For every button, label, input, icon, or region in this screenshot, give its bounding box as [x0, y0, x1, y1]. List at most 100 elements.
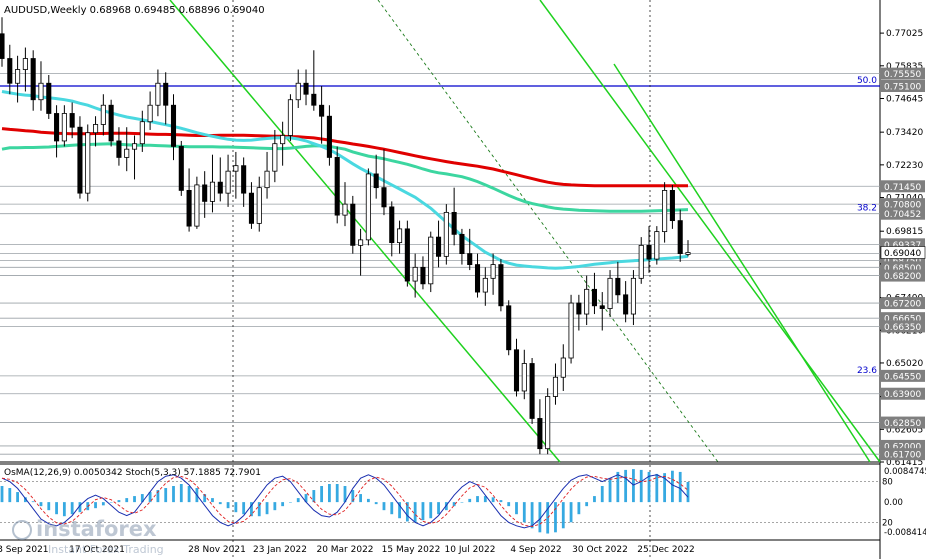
candle-body	[342, 203, 348, 216]
osma-bar	[55, 502, 58, 515]
candle-body	[568, 302, 574, 359]
osma-bar	[39, 502, 43, 507]
osma-bar	[491, 497, 495, 503]
osma-bar	[413, 502, 417, 523]
candle-body	[669, 190, 675, 222]
candle-body	[77, 126, 83, 194]
candle-body	[7, 58, 13, 84]
candle-body	[584, 288, 590, 315]
osma-bar	[468, 498, 472, 503]
price-tick-label: 0.75835	[886, 62, 923, 72]
osma-bar	[538, 502, 542, 533]
candle-body	[295, 82, 301, 101]
osma-max-label: 0.0084745	[884, 467, 926, 477]
trend-channels	[169, 0, 881, 463]
time-axis: 13 Sep 2021 17 Oct 2021 28 Nov 2021 23 Jan …	[0, 539, 880, 555]
candle-body	[646, 244, 652, 260]
candle-body	[256, 187, 262, 224]
price-level-tag	[881, 320, 925, 333]
osma-bar	[616, 471, 620, 503]
moving-average-line	[1, 127, 688, 188]
osma-bar	[343, 486, 347, 503]
candle-body	[537, 418, 543, 450]
candle-body	[350, 203, 356, 246]
osma-bar	[0, 486, 4, 503]
candle-body	[381, 187, 387, 208]
osma-bar	[133, 496, 136, 503]
moving-average-line	[1, 90, 689, 270]
osma-bar	[218, 502, 222, 505]
fib-label: 38.2	[857, 204, 877, 214]
osma-bar	[31, 501, 35, 503]
candle-body	[93, 124, 99, 134]
candle-body	[15, 69, 21, 84]
candle-body	[280, 135, 286, 145]
osma-bar	[655, 473, 659, 503]
osma-bar	[109, 502, 113, 503]
osma-bar	[405, 502, 409, 522]
current-price-tag	[880, 246, 926, 259]
candle-body	[358, 239, 364, 246]
stoch-main-line	[1, 474, 689, 529]
fib-label: 23.6	[857, 366, 877, 376]
osma-bar	[366, 498, 370, 503]
price-level-tag	[881, 416, 925, 429]
price-level-tag-label: 0.66350	[884, 323, 921, 333]
price-level-tag	[881, 369, 925, 382]
candle-body	[576, 302, 582, 315]
price-level-tag	[881, 79, 925, 92]
stoch-signal-line	[1, 475, 689, 527]
candle-body	[443, 211, 449, 257]
osma-bar	[632, 469, 635, 503]
candle-body	[521, 363, 527, 392]
osma-min-label: -0.0084142	[884, 528, 926, 538]
vertical-grid	[232, 0, 651, 559]
osma-bar	[164, 488, 168, 503]
price-tick-label: 0.61415	[886, 458, 923, 468]
price-level-tag	[881, 387, 925, 400]
osma-bar	[304, 494, 308, 503]
channel-line	[169, 0, 561, 463]
candle-body	[490, 264, 496, 279]
osma-bar	[429, 502, 433, 519]
osma-bar	[335, 484, 339, 503]
candle-body	[506, 305, 512, 351]
time-tick-label: 4 Sep 2022	[510, 545, 561, 555]
candles	[0, 17, 691, 455]
candle-body	[54, 113, 60, 142]
osma-bar	[125, 498, 129, 503]
candle-body	[654, 231, 660, 260]
time-tick-label: 23 Jan 2022	[253, 545, 307, 555]
price-level-tag-label: 0.63900	[884, 390, 921, 400]
candle-body	[607, 277, 613, 309]
osma-zero-label: 0.00	[884, 498, 903, 508]
price-level-tag-label: 0.70800	[884, 201, 921, 211]
channel-line	[613, 63, 871, 463]
candle-body	[560, 357, 566, 378]
price-level-tag-label: 0.70452	[884, 210, 921, 220]
osma-bar	[211, 498, 214, 503]
candle-body	[116, 140, 122, 158]
osma-bar	[374, 502, 378, 505]
osma-bar	[476, 496, 479, 503]
osma-bar	[78, 502, 82, 513]
candle-body	[38, 82, 44, 101]
candle-body	[334, 157, 340, 216]
osma-bar	[273, 502, 277, 511]
price-level-tag	[881, 198, 925, 211]
price-tick-label: 0.73420	[886, 128, 923, 138]
osma-bar	[671, 470, 674, 503]
osma-bar	[250, 502, 253, 517]
candle-body	[326, 115, 332, 158]
candle-body	[436, 236, 442, 257]
candle-body	[241, 165, 247, 194]
time-tick-label: 30 Oct 2022	[572, 545, 628, 555]
price-level-tag-label: 0.66650	[884, 315, 921, 325]
candle-body	[186, 190, 192, 227]
osma-bar	[577, 502, 581, 515]
candle-body	[412, 266, 418, 282]
osma-bar	[62, 502, 66, 517]
chart-header: AUDUSD,Weekly 0.68968 0.69485 0.68896 0.…	[4, 5, 265, 16]
